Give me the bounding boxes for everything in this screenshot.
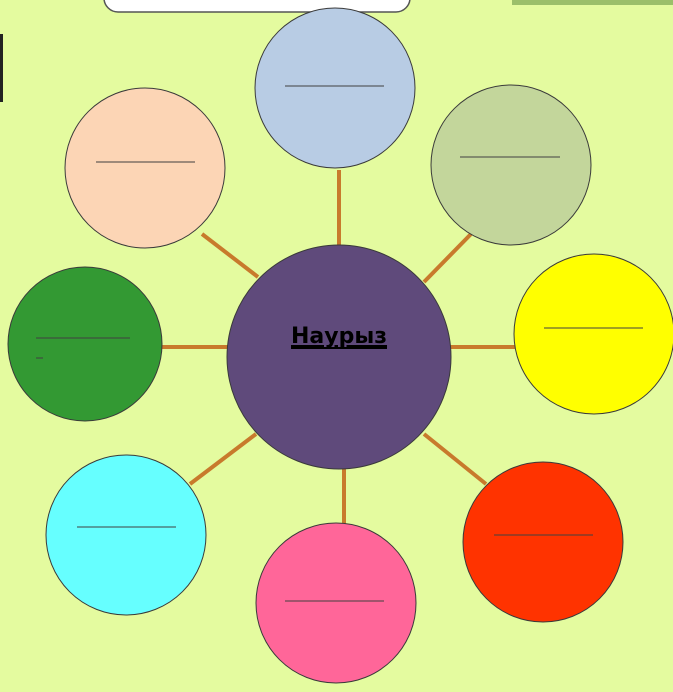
center-label: Наурыз — [291, 324, 387, 349]
diagram: Наурыз — [0, 0, 673, 692]
node — [46, 455, 206, 615]
node — [256, 523, 416, 683]
center-node — [227, 245, 451, 469]
node — [514, 254, 673, 414]
node — [65, 88, 225, 248]
node — [431, 85, 591, 245]
top-box — [104, 0, 410, 12]
edge-bar — [0, 34, 3, 102]
node — [255, 8, 415, 168]
node — [8, 267, 162, 421]
node — [463, 462, 623, 622]
image-strip — [512, 0, 673, 5]
